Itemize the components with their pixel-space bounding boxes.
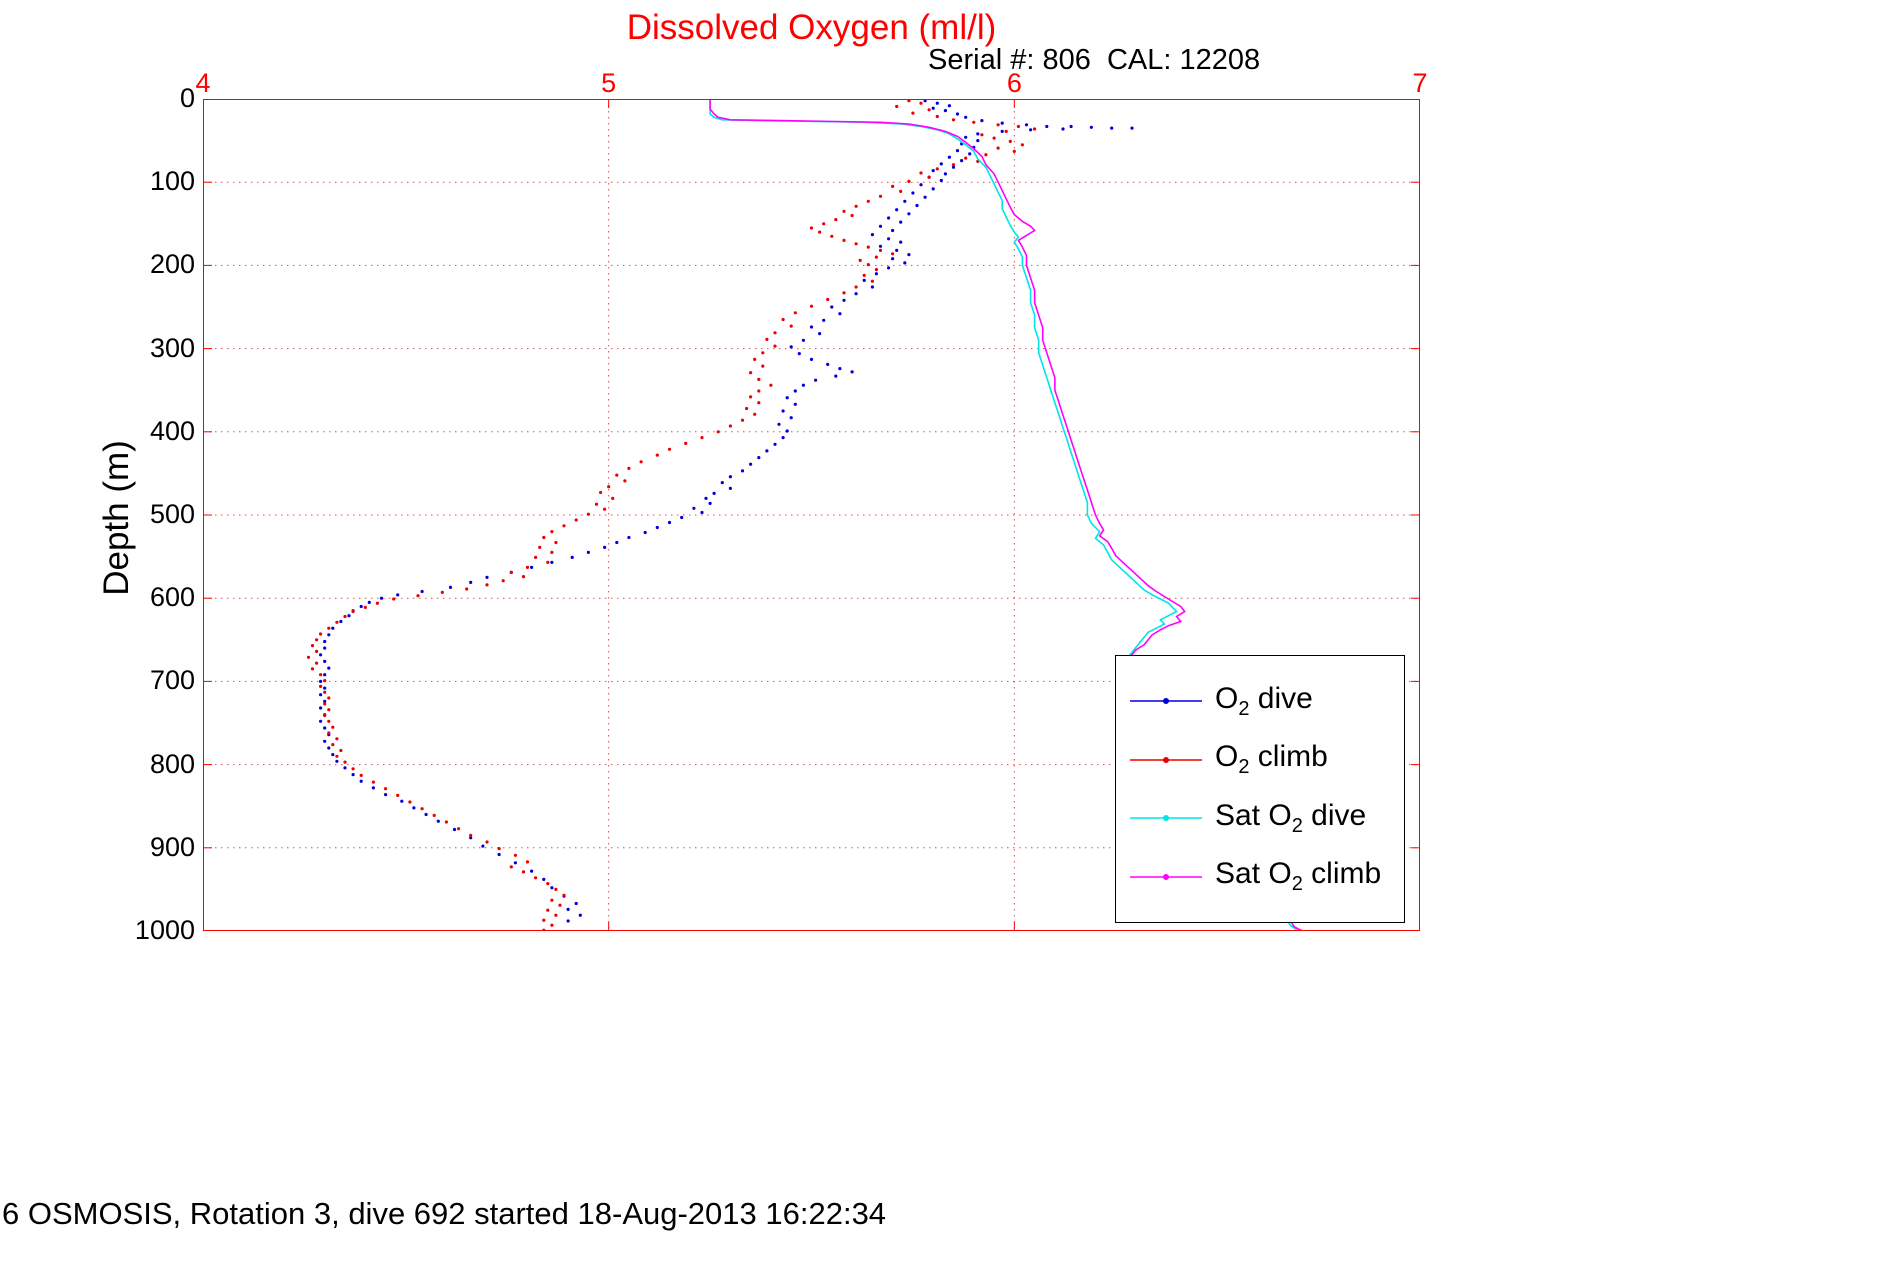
y-tick-label: 1000 <box>134 915 195 945</box>
legend-item-sat-o2-dive: Sat O2 dive <box>1130 799 1404 838</box>
legend-item-o2-climb: O2 climb <box>1130 740 1404 779</box>
x-tick-label: 5 <box>601 68 617 98</box>
legend-swatch-o2-dive <box>1130 698 1202 705</box>
y-tick-label: 400 <box>149 415 195 446</box>
legend-swatch-sat-o2-climb <box>1130 873 1202 880</box>
legend-label-sat-o2-climb: Sat O2 climb <box>1215 857 1382 896</box>
x-tick-label: 7 <box>1412 68 1428 98</box>
y-tick-label: 300 <box>149 332 195 363</box>
x-tick-label: 6 <box>1006 68 1022 98</box>
legend-item-o2-dive: O2 dive <box>1130 682 1404 721</box>
y-tick-label: 800 <box>149 748 195 779</box>
legend-label-o2-dive: O2 dive <box>1215 681 1313 720</box>
figure-caption: 6 OSMOSIS, Rotation 3, dive 692 started … <box>2 1196 887 1231</box>
legend-label-o2-climb: O2 climb <box>1215 740 1328 779</box>
y-tick-label: 600 <box>149 582 195 613</box>
legend-swatch-o2-climb <box>1130 756 1202 763</box>
chart-title: Dissolved Oxygen (ml/l) <box>626 8 997 47</box>
y-tick-label: 0 <box>179 83 195 113</box>
y-tick-label: 500 <box>149 499 195 529</box>
legend-label-sat-o2-dive: Sat O2 dive <box>1215 798 1367 837</box>
y-tick-label: 900 <box>149 831 195 862</box>
y-tick-label: 200 <box>149 249 195 280</box>
x-tick-label: 4 <box>195 68 211 98</box>
legend: O2 dive O2 climb Sat O2 dive Sat O2 clim… <box>1115 655 1405 923</box>
y-tick-label: 100 <box>149 166 195 197</box>
chart-annotation: Serial #: 806 CAL: 12208 <box>928 44 1261 76</box>
y-tick-label: 700 <box>149 665 195 696</box>
legend-swatch-sat-o2-dive <box>1130 815 1202 822</box>
legend-item-sat-o2-climb: Sat O2 climb <box>1130 857 1404 896</box>
